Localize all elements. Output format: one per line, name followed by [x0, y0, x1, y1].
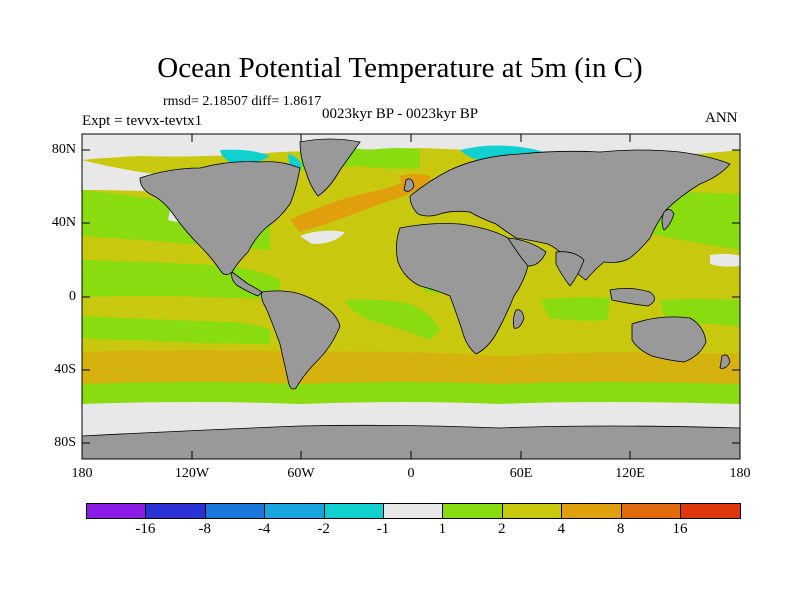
australia-land — [631, 316, 707, 363]
antarctica-land — [81, 424, 741, 460]
north-america-land — [139, 161, 301, 275]
colorbar-tick-label: 8 — [616, 521, 625, 537]
axis-ticks — [82, 134, 740, 459]
colorbar-tick-label: -1 — [376, 521, 390, 537]
colorbar-swatch — [562, 504, 622, 518]
colorbar-swatch — [383, 504, 444, 518]
canadian-arctic-cyan — [220, 149, 270, 165]
colorbar-tick-label: 4 — [557, 521, 565, 537]
india-land — [555, 251, 585, 287]
central-america-land — [231, 271, 263, 297]
lat-label-40s: 40S — [54, 362, 76, 377]
atlantic-white — [300, 230, 345, 244]
colorbar-swatch — [87, 504, 147, 518]
greenland-land — [299, 138, 361, 197]
colorbar-swatch — [680, 504, 741, 518]
arabia-land — [507, 237, 547, 267]
southern-warm-band — [82, 350, 740, 384]
uk-land — [403, 178, 415, 192]
colorbar-tick-label: -8 — [198, 521, 212, 537]
colorbar-tick-label: -16 — [135, 521, 156, 537]
lon-label-120e: 120E — [615, 466, 645, 481]
indonesia-land — [609, 288, 655, 307]
madagascar-land — [512, 309, 525, 329]
south-america-land — [261, 290, 341, 390]
lat-label-80n: 80N — [51, 142, 76, 157]
colorbar-swatch — [146, 504, 206, 518]
lon-label-60e: 60E — [509, 466, 533, 481]
gulf-stream-warm — [290, 176, 432, 232]
colorbar-tick-label: 1 — [438, 521, 447, 537]
experiment-label: Expt = tevvx-tevtx1 — [82, 113, 203, 129]
indian-ocean-green — [540, 297, 610, 321]
lon-label-180e: 180 — [729, 466, 751, 481]
africa-land — [396, 223, 529, 355]
eurasia-land — [409, 149, 731, 281]
colorbar-swatch — [621, 504, 681, 518]
colorbar-swatch — [265, 504, 325, 518]
lat-label-0: 0 — [69, 289, 76, 304]
land-masses — [81, 138, 741, 460]
southern-green-band — [82, 382, 740, 404]
colorbar-swatch — [443, 504, 503, 518]
colorbar-tick-label: -4 — [257, 521, 271, 537]
lon-label-180w: 180 — [71, 466, 93, 481]
colorbar-tick-label: 2 — [498, 521, 506, 537]
lon-label-120w: 120W — [174, 466, 210, 481]
lat-label-40n: 40N — [51, 215, 76, 230]
s-atlantic-green — [345, 299, 440, 340]
period-label: 0023kyr BP - 0023kyr BP — [322, 106, 479, 122]
s-tropical-pacific-green — [82, 316, 270, 344]
lon-label-60w: 60W — [287, 466, 315, 481]
colorbar-swatch — [502, 504, 563, 518]
colorbar — [86, 503, 742, 519]
colorbar-tick-label: -2 — [317, 521, 330, 537]
lat-label-80s: 80S — [54, 435, 76, 450]
new-zealand-land — [719, 354, 731, 369]
colorbar-tick-label: 16 — [672, 521, 688, 537]
colorbar-swatch — [324, 504, 384, 518]
colorbar-swatch — [205, 504, 266, 518]
pacific-white-east — [710, 253, 740, 267]
season-label: ANN — [705, 110, 738, 126]
map-title: Ocean Potential Temperature at 5m (in C) — [157, 52, 643, 84]
stats-text: rmsd= 2.18507 diff= 1.8617 — [163, 94, 322, 109]
japan-land — [661, 209, 675, 231]
lon-label-0: 0 — [407, 466, 415, 481]
